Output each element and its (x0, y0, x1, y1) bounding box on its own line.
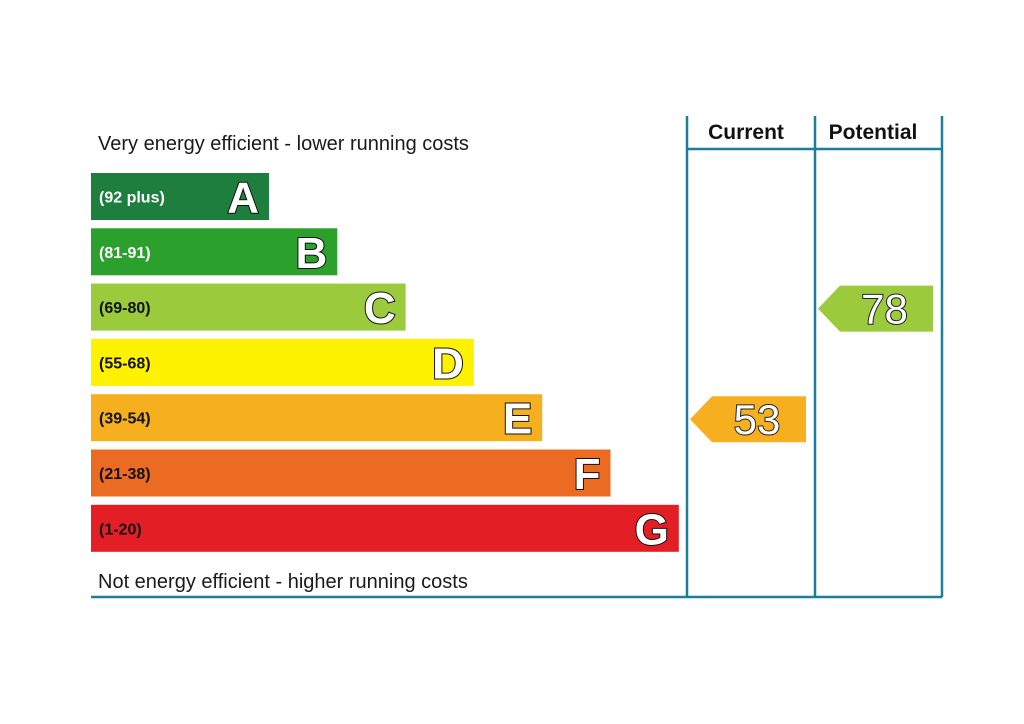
band-c: (69-80) C (91, 283, 406, 334)
rating-value-potential: 78 (861, 286, 908, 333)
table-frame (91, 116, 944, 599)
band-g: (1-20) G (91, 504, 679, 555)
rating-value-current: 53 (734, 396, 781, 443)
band-bar-g (91, 504, 679, 552)
band-a: (92 plus) A (91, 173, 269, 224)
band-bar-b (91, 228, 338, 276)
band-f: (21-38) F (91, 449, 611, 500)
band-range-f: (21-38) (99, 466, 151, 483)
rating-arrow-potential (818, 285, 933, 332)
rating-current: 53 (690, 395, 806, 444)
band-e: (39-54) E (91, 394, 543, 445)
band-letter-b: B (296, 229, 328, 278)
band-letter-e: E (503, 395, 532, 444)
rating-bands: (92 plus) A (81-91) B (69-80) C (55-68) D (39-54… (91, 173, 679, 555)
band-bar-e (91, 394, 543, 442)
band-range-e: (39-54) (99, 411, 151, 428)
band-bar-f (91, 449, 611, 497)
band-letter-a: A (227, 174, 259, 223)
band-letter-f: F (574, 450, 601, 499)
band-range-b: (81-91) (99, 245, 151, 262)
band-range-a: (92 plus) (99, 190, 165, 207)
band-d: (55-68) D (91, 338, 474, 389)
band-range-d: (55-68) (99, 355, 151, 372)
band-letter-d: D (432, 339, 464, 388)
column-header-potential: Potential (829, 121, 918, 144)
band-range-g: (1-20) (99, 521, 142, 538)
band-letter-c: C (364, 284, 396, 333)
band-bar-c (91, 283, 406, 331)
band-b: (81-91) B (91, 228, 338, 279)
top-caption: Very energy efficient - lower running co… (98, 133, 469, 155)
rating-potential: 78 (818, 285, 933, 334)
column-headers: Current Potential (708, 121, 917, 144)
band-bar-a (91, 173, 269, 220)
rating-arrows: 53 78 (690, 285, 933, 444)
bottom-caption: Not energy efficient - higher running co… (98, 571, 468, 593)
band-bar-d (91, 338, 474, 386)
band-range-c: (69-80) (99, 300, 151, 317)
rating-arrow-current (690, 396, 806, 443)
column-header-current: Current (708, 121, 784, 144)
band-letter-g: G (635, 505, 669, 554)
